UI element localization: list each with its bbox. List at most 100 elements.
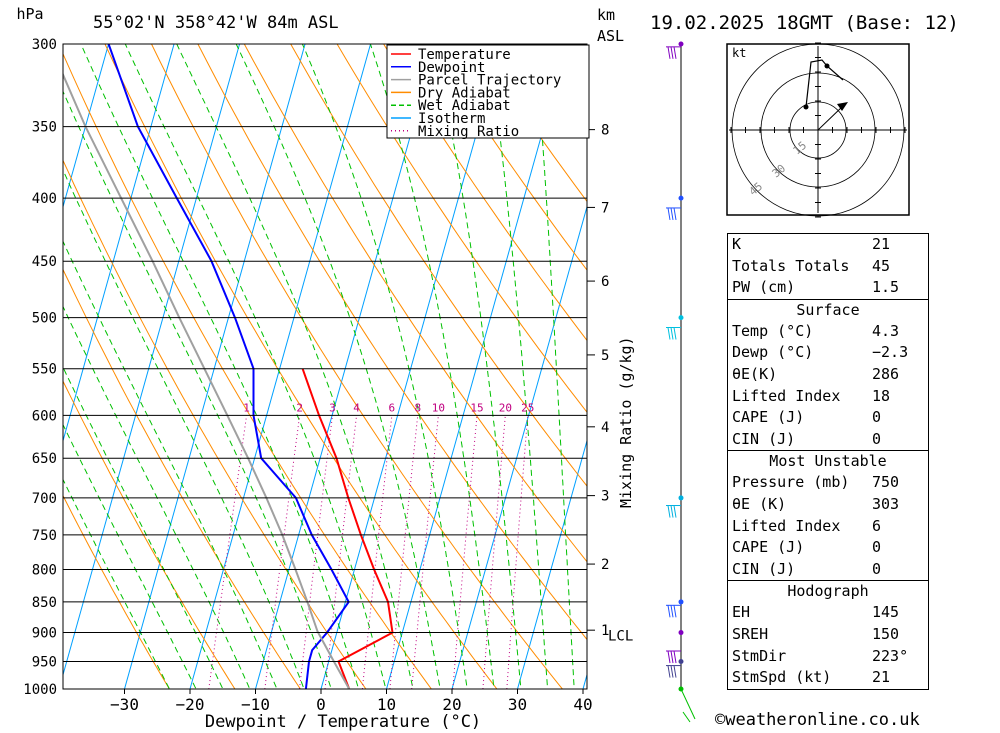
most-unstable-indices: Most Unstable Pressure (mb) 750 θE (K) 303 L… [728,450,928,580]
wind-barb-feather [673,665,677,678]
height-unit-asl: ASL [597,27,624,45]
mixing-ratio-axis-label: Mixing Ratio (g/kg) [617,336,635,508]
wind-barb-feather [667,505,671,518]
pressure-tick-label: 600 [32,408,57,424]
surface-index-value: 0 [872,408,882,427]
hodograph-index-row: SREH 150 [728,624,928,646]
wind-barb-feather [667,650,671,664]
legend-label: Isotherm [418,111,485,127]
wind-barb-feather [670,650,674,664]
x-tick-label: 10 [377,695,396,714]
pressure-tick-label: 400 [32,191,57,207]
pressure-tick-label: 650 [32,451,57,467]
pressure-tick-label: 1000 [23,682,57,698]
mixing-ratio-label: 3 [329,401,336,414]
surface-index-row: CAPE (J) 0 [728,407,928,429]
surface-index-value: 18 [872,386,891,405]
storm-motion-arrow [837,102,848,111]
wind-dot [678,659,684,665]
height-tick-label: 4 [601,420,609,436]
wind-barb-feather [670,665,674,678]
most-unstable-index-value: 0 [872,559,882,578]
wet-adiabat-line [63,366,224,689]
surface-index-value: 4.3 [872,321,900,340]
general-index-row: K 21 [728,234,928,256]
most-unstable-index-value: 750 [872,473,900,492]
surface-index-value: 0 [872,429,882,448]
mixing-ratio-label: 15 [470,401,483,414]
legend-label: Dry Adiabat [418,85,511,101]
wet-adiabat-line [124,44,387,689]
hodograph-index-label: EH [732,603,751,622]
most-unstable-index-label: Lifted Index [732,516,841,535]
surface-index-row: Lifted Index 18 [728,386,928,408]
mixing-ratio-line [452,415,478,689]
copyright-footer[interactable]: ©weatheronline.co.uk [715,710,920,730]
pressure-tick-label: 950 [32,655,57,671]
general-index-row: PW (cm) 1.5 [728,277,928,299]
surface-index-label: θE(K) [732,364,778,383]
general-index-label: Totals Totals [732,256,850,275]
wind-barb-feather [667,327,671,340]
surface-index-label: Dewp (°C) [732,343,814,362]
pressure-tick-label: 850 [32,595,57,611]
wet-adiabat-line [487,44,549,689]
most-unstable-index-value: 6 [872,516,882,535]
wind-profile [666,41,696,723]
height-tick-label: 8 [601,123,609,139]
hodograph-point [824,63,830,69]
wind-dot [678,495,684,501]
most-unstable-index-row: Pressure (mb) 750 [728,472,928,494]
pressure-tick-label: 350 [32,120,57,136]
mixing-ratio-line [324,415,358,689]
hodograph-indices: Hodograph EH 145 SREH 150 StmDir 223° StmSpd (… [728,580,928,688]
wind-barb-feather [667,665,671,678]
hodograph-index-value: 145 [872,603,900,622]
profile-temperature [301,368,394,689]
wind-dot [678,315,684,321]
dry-adiabat-line [475,44,587,203]
hodograph-unit: kt [732,46,746,60]
wind-barb-feather [670,327,674,340]
height-tick-label: 3 [601,489,609,505]
wind-dot [678,195,684,201]
most-unstable-title: Most Unstable [769,452,887,471]
wet-adiabat-line [432,44,522,689]
height-tick-label: 6 [601,274,609,290]
wet-adiabat-line [63,423,197,689]
isotherm-line [63,44,241,677]
legend-label: Mixing Ratio [418,124,519,140]
general-index-label: PW (cm) [732,278,796,297]
surface-index-row: Temp (°C) 4.3 [728,321,928,343]
most-unstable-index-value: 0 [872,538,882,557]
hodograph-index-label: SREH [732,624,769,643]
isotherm-line [63,44,175,443]
surface-index-label: CIN (J) [732,429,796,448]
legend-box [386,44,590,139]
isotherm-line [63,44,110,209]
general-index-value: 21 [872,235,891,253]
hodograph-index-value: 223° [872,646,909,665]
dry-adiabat-line [63,52,433,689]
surface-index-row: θE(K) 286 [728,364,928,386]
profile-parcel-trajectory [63,72,351,689]
dry-adiabat-line [383,44,587,342]
mixing-ratio-label: 1 [243,401,250,414]
legend-label: Parcel Trajectory [418,73,561,89]
wind-barb-feather [670,605,674,618]
most-unstable-index-row: CAPE (J) 0 [728,537,928,559]
hodograph-index-row: StmSpd (kt) 21 [728,667,928,689]
x-tick-label: 0 [316,695,326,714]
dry-adiabat-line [336,44,587,414]
pressure-tick-label: 500 [32,311,57,327]
wind-dot [678,599,684,605]
isotherm-line [516,438,587,689]
legend-label: Temperature [418,47,511,63]
legend-label: Dewpoint [418,60,485,76]
datetime-title: 19.02.2025 18GMT (Base: 12) [650,12,959,34]
wind-barb-feather [673,505,677,518]
